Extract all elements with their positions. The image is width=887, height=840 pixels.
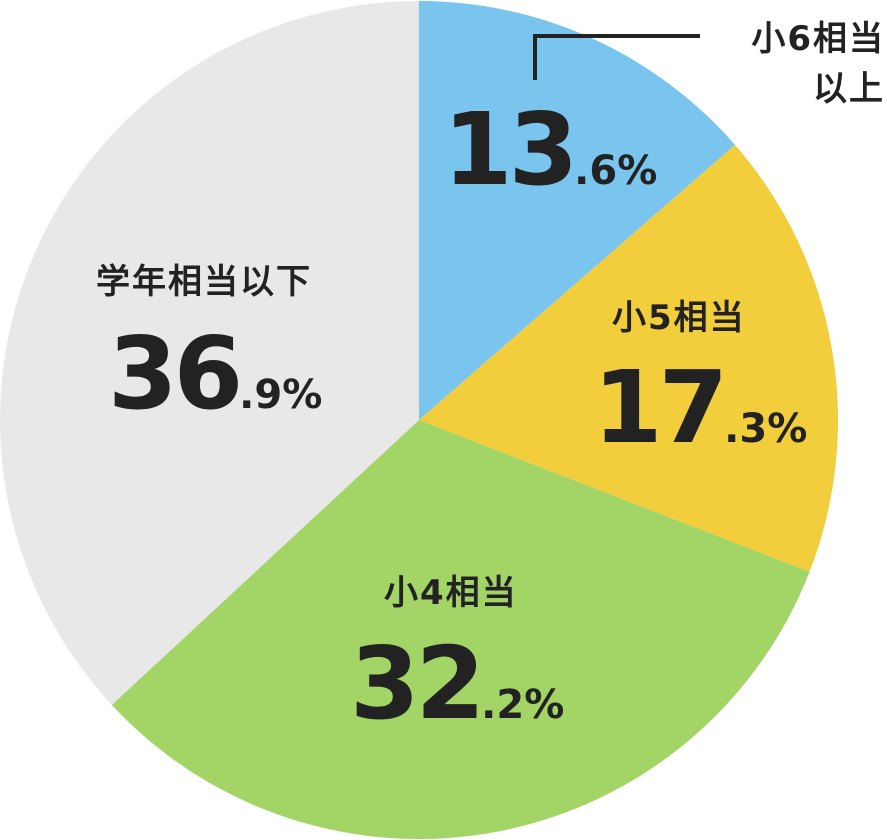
slice-label-0: 小6相当以上 [751,19,885,109]
slice-label-2: 小4相当 [384,573,518,613]
slice-value-decimal: .3% [724,406,808,452]
pie-slice-1 [419,144,838,572]
slice-value-decimal: .2% [481,682,565,728]
slice-value-integer: 36 [108,315,243,432]
pie-slice-0 [419,1,736,420]
slice-value-0: 13.6% [443,100,657,200]
slice-value-integer: 32 [350,625,485,742]
slice-label-1: 小5相当 [612,298,746,338]
slice-label-3: 学年相当以下 [96,262,312,302]
slice-value-integer: 17 [593,349,728,466]
slice-value-decimal: .6% [574,148,658,194]
leader-line [533,34,700,80]
slice-value-decimal: .9% [239,372,323,418]
pie-slice-2 [111,420,810,840]
pie-slice-3 [0,1,420,705]
slice-value-3: 36.9% [108,324,322,424]
slice-value-1: 17.3% [593,358,807,458]
slice-value-integer: 13 [443,91,578,208]
slice-value-2: 32.2% [350,634,564,734]
